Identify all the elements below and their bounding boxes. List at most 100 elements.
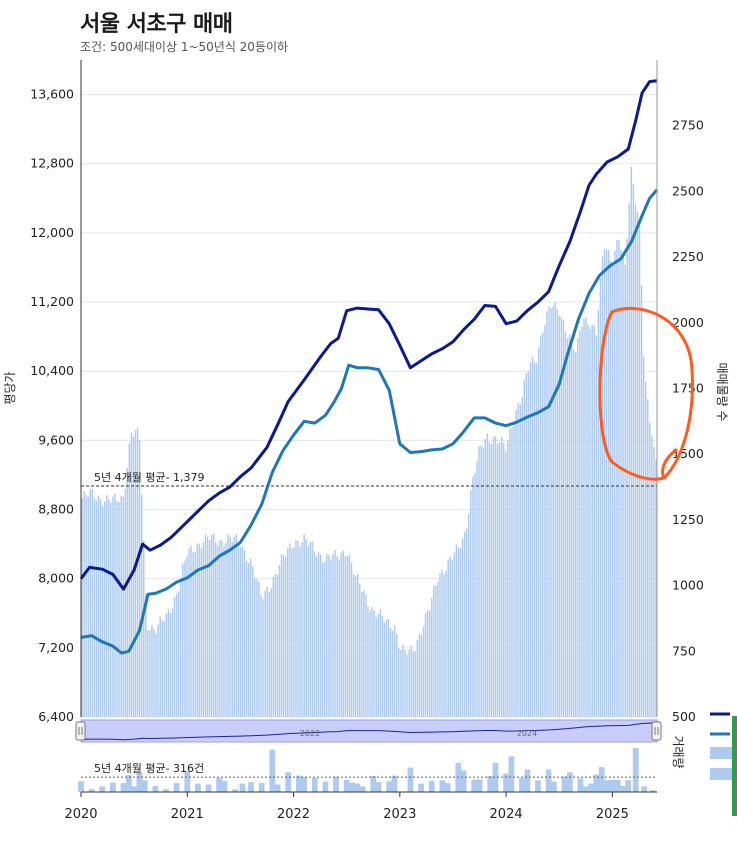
volume-bar [322,781,329,792]
volume-bar [625,780,632,792]
legend[interactable] [710,712,737,816]
volume-bar [614,779,621,792]
listing-bar [354,575,357,717]
listing-bar [260,594,262,717]
listing-bar [463,531,466,717]
listing-bar [233,536,235,717]
listing-bar [258,581,260,717]
listing-bar [180,577,182,717]
listing-bar [91,488,94,717]
listing-bar [640,284,643,717]
listing-bar [287,548,289,717]
listing-bar [87,496,89,717]
listing-bar [95,500,98,717]
listing-bar [284,556,287,717]
listing-bar [229,536,231,717]
listing-bar [235,534,238,717]
listing-bar [272,576,275,717]
listing-bar [315,556,318,717]
listing-bar [537,347,540,717]
listing-bar [254,578,256,717]
right-tick-label: 2250 [672,249,704,264]
listing-bar [256,579,258,717]
listing-bar [583,319,585,717]
volume-bar [566,772,573,792]
listing-bar [601,256,604,717]
right-tick-label: 2500 [672,183,704,198]
left-axis-ticks: 6,400 7,200 8,000 8,800 9,600 10,400 11,200 12,… [30,87,74,724]
volume-bar [428,780,435,792]
listing-bar [151,624,153,717]
listing-bar [252,566,254,717]
listing-bar [367,606,369,717]
volume-bar [333,776,339,792]
range-handle-left[interactable] [75,721,86,741]
volume-bar [195,783,201,792]
listing-bar [89,489,91,717]
listing-bar [459,548,462,717]
y-right-label: 매매물량 수 [715,362,729,421]
listing-bar [575,351,577,717]
volume-bar [78,781,84,792]
y-left-label: 평당가 [3,371,17,404]
listing-bar [126,468,129,717]
listing-bar [556,308,558,717]
listing-bar [396,633,398,717]
listing-bar [517,403,519,717]
volume-bar [136,772,143,792]
listing-bar [540,335,542,717]
volume-bar [99,786,106,792]
listing-bar [190,545,192,717]
listing-bar [391,630,394,717]
listing-bar [202,542,205,717]
listing-bar [655,459,657,717]
volume-bar [269,749,276,792]
listing-bar [509,428,511,717]
minimap-label-2024: 2024 [517,729,537,738]
range-slider[interactable]: 2022 2024 [75,719,662,743]
x-tick-label: 2025 [596,807,629,822]
price-lines [79,79,659,655]
right-tick-label: 1000 [672,578,704,593]
listing-bar [247,562,250,717]
listing-bar [482,447,484,717]
listing-bar [108,499,110,717]
right-tick-label: 1750 [672,381,704,396]
listing-bar [449,556,451,717]
listing-bar [383,622,386,717]
listing-bar [196,543,198,717]
listing-bar [496,443,499,717]
volume-bar [407,767,414,792]
chart-subtitle: 조건: 500세대이상 1~50년식 20등이하 [80,40,289,54]
left-tick-label: 8,000 [38,571,74,586]
listing-bar [492,437,495,717]
listing-bar [338,559,340,717]
listing-bar [321,562,324,717]
listing-bar [365,594,367,717]
listing-bar [634,204,637,717]
volume-bar [551,781,557,792]
listing-bar [542,332,544,717]
listing-bar [118,502,120,717]
listing-bar [597,309,600,717]
listing-bar [498,442,501,717]
listing-bar [324,561,326,717]
listing-bar [609,260,612,717]
listing-bar [605,249,608,717]
range-handle-right[interactable] [651,721,662,741]
volume-bar [582,786,589,792]
listing-bar [552,306,554,717]
listing-bar [381,615,384,717]
legend-toggle-strip[interactable] [732,716,737,816]
listing-bar [278,565,281,717]
volume-bar [375,782,382,792]
listing-bar [134,430,137,717]
volume-bar [386,781,393,792]
listing-bar [595,335,598,717]
volume-bar [248,782,254,792]
listing-bar [500,437,503,717]
listing-bar [99,499,102,717]
listing-bar [614,251,616,717]
listing-bar [470,489,472,717]
listing-bar [435,585,437,717]
